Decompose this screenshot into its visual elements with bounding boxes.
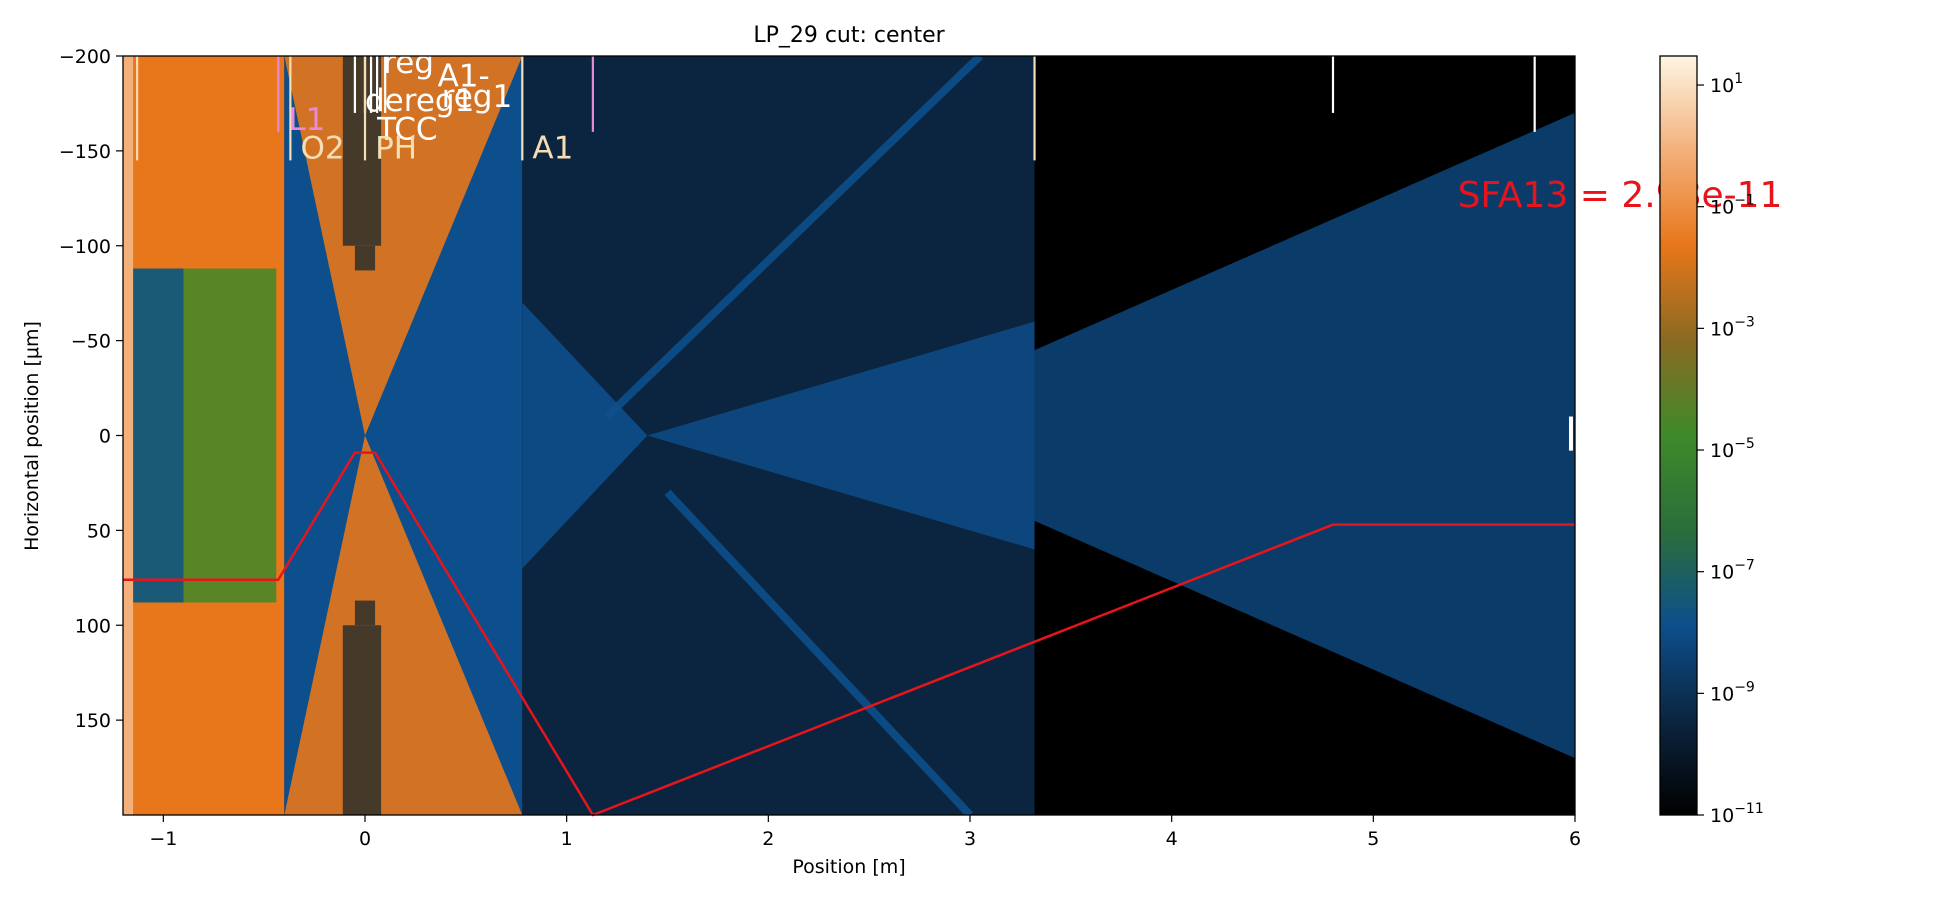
- y-axis-label: Horizontal position [μm]: [21, 321, 43, 551]
- marker-label-reg: reg: [383, 45, 434, 81]
- cbar-tick-label-0: 10−11: [1710, 801, 1764, 827]
- x-tick-label-4: 3: [964, 828, 976, 850]
- beam-diagonal-up: [604, 56, 983, 420]
- colorbar-gradient: [1660, 56, 1697, 815]
- marker-label-a1-: A1-: [438, 58, 490, 94]
- y-tick-label-7: 150: [75, 710, 111, 732]
- y-tick-label-2: −100: [59, 236, 111, 258]
- marker-label-ph: PH: [375, 130, 417, 166]
- x-tick-label-0: −1: [149, 828, 177, 850]
- field-edge-left: [123, 56, 134, 815]
- colorbar-frame: [1659, 55, 1698, 816]
- chart-title: LP_29 cut: center: [753, 23, 945, 48]
- x-tick-label-1: 0: [359, 828, 371, 850]
- wall-bottom-inner: [354, 600, 376, 626]
- colorbar-ticks: 10−11 10−9 10−7 10−5 10−3 10−1 101: [1697, 71, 1764, 827]
- field-blue-left: [133, 268, 184, 603]
- cbar-tick-label-4: 10−3: [1710, 314, 1755, 340]
- x-tick-label-6: 5: [1367, 828, 1379, 850]
- cbar-tick-label-5: 10−1: [1710, 193, 1755, 219]
- y-axis: −200 −150 −100 −50 0 50 100 150: [59, 46, 123, 732]
- sfa-annotation: SFA13 = 2.98e-11: [1458, 175, 1783, 216]
- marker-label-l1: L1: [288, 102, 325, 138]
- aperture-walls: [342, 56, 382, 815]
- y-tick-label-0: −200: [59, 46, 111, 68]
- y-tick-label-1: −150: [59, 141, 111, 163]
- cbar-tick-label-1: 10−9: [1710, 679, 1755, 705]
- beam-diagonal-down: [664, 489, 973, 815]
- wall-top-inner: [354, 245, 376, 271]
- marker-label-dereg1: dereg1: [365, 83, 474, 119]
- wall-top-outer: [342, 56, 382, 246]
- marker-label-reg1: reg1: [442, 79, 513, 115]
- cbar-tick-label-6: 101: [1710, 71, 1743, 97]
- wall-bottom-outer: [342, 625, 382, 815]
- marker-label-tcc: TCC: [376, 111, 437, 147]
- x-axis-label: Position [m]: [792, 856, 905, 878]
- cbar-tick-label-2: 10−7: [1710, 558, 1755, 584]
- x-axis: −1 0 1 2 3 4 5 6: [149, 815, 1581, 850]
- y-tick-label-4: 0: [99, 426, 111, 448]
- x-tick-label-3: 2: [762, 828, 774, 850]
- beam-expand: [647, 321, 1035, 550]
- element-markers: [136, 56, 1573, 451]
- x-tick-label-7: 6: [1569, 828, 1581, 850]
- beam-a1-exit: [522, 302, 648, 569]
- x-tick-label-5: 4: [1166, 828, 1178, 850]
- y-tick-label-5: 50: [87, 520, 111, 542]
- marker-label-o2: O2: [300, 130, 344, 166]
- y-tick-label-6: 100: [75, 615, 111, 637]
- red-path-line: [123, 451, 1575, 817]
- cbar-tick-label-3: 10−5: [1710, 436, 1755, 462]
- y-tick-label-3: −50: [71, 331, 111, 353]
- beam-far: [1034, 112, 1575, 759]
- colorbar: 10−11 10−9 10−7 10−5 10−3 10−1 101: [1659, 55, 1764, 827]
- marker-label-a1: A1: [532, 130, 573, 166]
- x-tick-label-2: 1: [561, 828, 573, 850]
